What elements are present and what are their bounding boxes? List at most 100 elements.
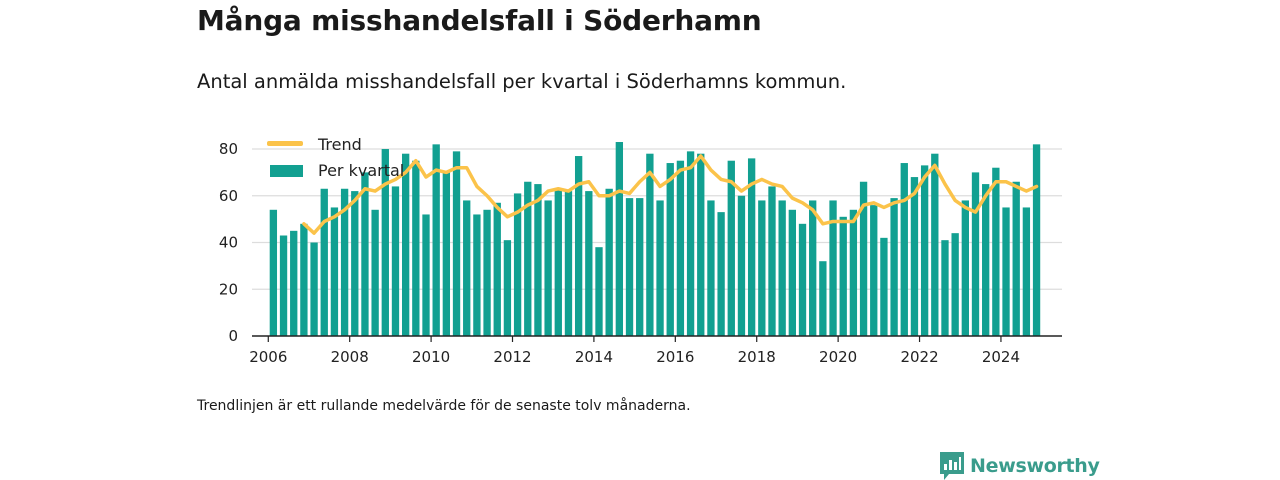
trend-line	[302, 154, 1039, 235]
y-tick-label: 20	[219, 280, 238, 298]
bar-per-kvartal	[971, 172, 980, 336]
bar-per-kvartal	[686, 151, 695, 336]
bar-per-kvartal	[920, 165, 929, 336]
bar-per-kvartal	[697, 153, 705, 336]
bar-per-kvartal	[574, 156, 583, 336]
bar-per-kvartal	[910, 177, 919, 336]
y-tick-label: 80	[219, 140, 238, 158]
bars-per-kvartal	[269, 142, 1041, 336]
bar-per-kvartal	[849, 209, 858, 336]
x-tick-label: 2006	[249, 348, 287, 366]
bar-per-kvartal	[391, 186, 400, 336]
bar-per-kvartal	[605, 188, 613, 336]
bar-per-kvartal	[371, 209, 379, 336]
bar-per-kvartal	[432, 144, 440, 336]
bar-per-kvartal	[330, 207, 339, 336]
bar-per-kvartal	[809, 200, 817, 336]
y-tick-label: 40	[219, 234, 238, 252]
x-tick-label: 2012	[493, 348, 531, 366]
x-tick-label: 2010	[412, 348, 450, 366]
x-tick-label: 2024	[982, 348, 1020, 366]
legend-bar-label: Per kvartal	[318, 161, 404, 180]
bar-per-kvartal	[463, 200, 471, 336]
bar-per-kvartal	[819, 261, 827, 336]
newsworthy-logo-text: Newsworthy	[970, 455, 1100, 477]
bar-per-kvartal	[279, 235, 288, 336]
bar-per-kvartal	[412, 160, 420, 336]
bar-per-kvartal	[310, 242, 318, 336]
bar-per-kvartal	[646, 153, 654, 336]
bar-per-kvartal	[768, 186, 776, 336]
bar-per-kvartal	[1022, 207, 1031, 336]
y-tick-label: 60	[219, 187, 238, 205]
bar-per-kvartal	[747, 158, 756, 336]
bar-per-kvartal	[503, 240, 512, 336]
bar-per-kvartal	[880, 237, 888, 336]
bar-per-kvartal	[473, 214, 481, 336]
bar-per-kvartal	[839, 216, 847, 336]
bar-per-kvartal	[615, 142, 624, 336]
x-tick-label: 2020	[819, 348, 857, 366]
chart-subtitle: Antal anmälda misshandelsfall per kvarta…	[197, 70, 847, 93]
bar-per-kvartal	[524, 181, 532, 336]
bar-per-kvartal	[401, 153, 410, 336]
bar-per-kvartal	[656, 200, 664, 336]
bar-per-kvartal	[442, 172, 451, 336]
footnote: Trendlinjen är ett rullande medelvärde f…	[197, 398, 691, 414]
x-tick-label: 2008	[331, 348, 369, 366]
bar-per-kvartal	[544, 200, 552, 336]
bar-per-kvartal	[829, 200, 837, 336]
bar-per-kvartal	[636, 198, 644, 336]
bar-per-kvartal	[992, 167, 1000, 336]
bar-per-kvartal	[351, 191, 359, 336]
bar-per-kvartal	[554, 188, 562, 336]
x-tick-label: 2022	[900, 348, 938, 366]
bar-per-kvartal	[1002, 207, 1010, 336]
bar-per-kvartal	[900, 163, 908, 336]
bar-per-kvartal	[859, 181, 868, 336]
bar-per-kvartal	[513, 193, 522, 336]
bar-per-kvartal	[381, 149, 389, 336]
quarterly-assault-chart: 0 20 40 60 80 2006 2008 2010 2012 2014 2016 2018 202…	[219, 135, 1062, 366]
bar-per-kvartal	[625, 198, 634, 336]
y-tick-label: 0	[228, 327, 238, 345]
bar-per-kvartal	[961, 200, 969, 336]
newsworthy-logo-icon	[940, 452, 964, 480]
bar-per-kvartal	[727, 160, 735, 336]
bar-per-kvartal	[676, 160, 685, 336]
bar-per-kvartal	[564, 191, 573, 336]
bar-per-kvartal	[585, 191, 593, 336]
bar-per-kvartal	[870, 205, 878, 336]
bar-per-kvartal	[758, 200, 766, 336]
bar-per-kvartal	[320, 188, 328, 336]
bar-per-kvartal	[1012, 181, 1020, 336]
bar-per-kvartal	[269, 209, 278, 336]
legend-bar-swatch	[270, 165, 303, 177]
bar-per-kvartal	[931, 153, 939, 336]
newsworthy-logo: Newsworthy	[940, 452, 1100, 480]
bar-per-kvartal	[361, 172, 369, 336]
bar-per-kvartal	[340, 188, 349, 336]
legend: Trend Per kvartal	[267, 135, 404, 180]
trend-line-layer	[302, 154, 1039, 235]
legend-trend-swatch	[267, 141, 303, 146]
bar-per-kvartal	[982, 184, 990, 336]
x-tick-label: 2014	[575, 348, 613, 366]
bar-per-kvartal	[890, 198, 898, 336]
bar-per-kvartal	[1032, 144, 1041, 336]
bar-per-kvartal	[422, 214, 430, 336]
chart-title: Många misshandelsfall i Söderhamn	[197, 4, 762, 37]
axes: 0 20 40 60 80 2006 2008 2010 2012 2014 2016 2018 202…	[219, 140, 1062, 366]
bar-per-kvartal	[707, 200, 715, 336]
bar-per-kvartal	[534, 184, 542, 336]
bar-per-kvartal	[493, 202, 501, 336]
legend-trend-label: Trend	[317, 135, 362, 154]
bar-per-kvartal	[788, 209, 797, 336]
bar-per-kvartal	[798, 223, 807, 336]
bar-per-kvartal	[666, 163, 674, 336]
bar-per-kvartal	[941, 240, 949, 336]
bar-per-kvartal	[290, 230, 298, 336]
bar-per-kvartal	[717, 212, 725, 336]
bar-per-kvartal	[778, 200, 786, 336]
bar-per-kvartal	[737, 195, 746, 336]
